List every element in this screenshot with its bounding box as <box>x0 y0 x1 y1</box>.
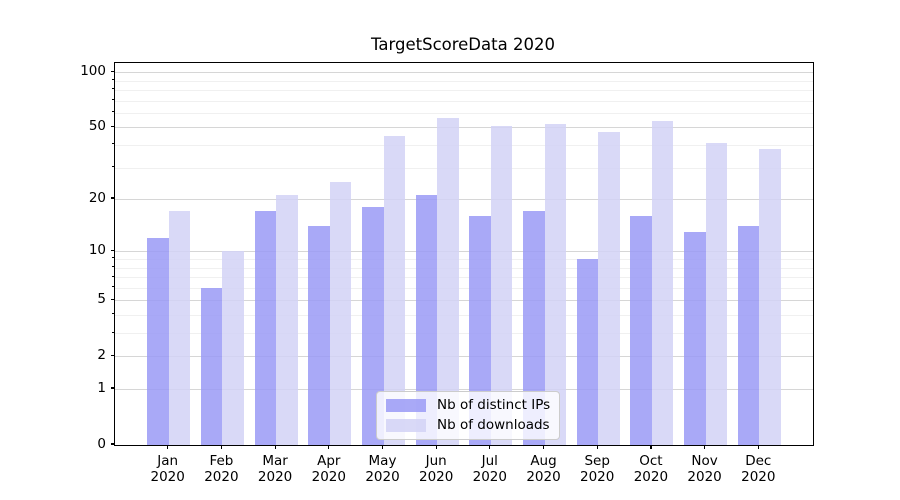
legend: Nb of distinct IPs Nb of downloads <box>376 391 561 440</box>
xtick-label-aug: Aug 2020 <box>526 453 561 485</box>
bar-downloads-jan <box>168 211 191 445</box>
ytick-minor-mark-8 <box>112 266 114 267</box>
xtick-mark-nov <box>704 445 706 449</box>
bar-distinct-ips-dec <box>737 226 760 445</box>
xtick-mark-dec <box>757 445 759 449</box>
bar-distinct-ips-mar <box>254 211 277 445</box>
legend-label-downloads: Nb of downloads <box>437 417 550 433</box>
xtick-label-jan: Jan 2020 <box>150 453 185 485</box>
bar-downloads-may <box>383 135 405 445</box>
ytick-minor-mark-40 <box>112 143 114 145</box>
chart-title: TargetScoreData 2020 <box>371 35 555 54</box>
xtick-label-jun: Jun 2020 <box>419 453 454 485</box>
bar-distinct-ips-may <box>362 207 384 445</box>
xtick-mark-apr <box>328 445 330 449</box>
legend-swatch-distinct-ips <box>386 399 426 412</box>
ytick-label-5: 5 <box>97 290 106 307</box>
ytick-minor-mark-6 <box>112 286 114 288</box>
ytick-minor-mark-90 <box>112 79 114 80</box>
ytick-mark-5 <box>110 298 114 300</box>
ytick-mark-50 <box>110 125 114 127</box>
xtick-label-nov: Nov 2020 <box>687 453 722 485</box>
ytick-mark-2 <box>110 354 114 356</box>
ytick-mark-20 <box>110 197 114 199</box>
bar-downloads-sep <box>598 132 620 445</box>
bar-downloads-feb <box>222 251 244 445</box>
bar-distinct-ips-jun <box>415 195 438 445</box>
legend-swatch-downloads <box>386 419 426 432</box>
gridline-80 <box>115 89 813 91</box>
bar-downloads-aug <box>544 124 566 445</box>
ytick-minor-mark-30 <box>112 166 114 167</box>
ytick-minor-mark-7 <box>112 275 114 277</box>
xtick-mark-jan <box>167 445 169 449</box>
bar-distinct-ips-aug <box>523 211 545 445</box>
ytick-label-1: 1 <box>97 379 106 396</box>
xtick-label-feb: Feb 2020 <box>204 453 239 485</box>
gridline-70 <box>115 100 813 102</box>
bar-downloads-nov <box>705 143 728 445</box>
ytick-minor-mark-80 <box>112 88 114 90</box>
gridline-60 <box>115 112 813 114</box>
bar-distinct-ips-sep <box>576 258 599 445</box>
xtick-label-may: May 2020 <box>365 453 400 485</box>
bar-distinct-ips-feb <box>200 287 223 445</box>
xtick-mark-feb <box>220 445 223 449</box>
bar-downloads-jun <box>437 118 459 445</box>
xtick-label-sep: Sep 2020 <box>580 453 615 485</box>
legend-row-downloads: Nb of downloads <box>386 418 550 433</box>
bar-downloads-dec <box>759 149 781 445</box>
ytick-mark-1 <box>110 387 114 389</box>
ytick-minor-mark-70 <box>112 99 114 101</box>
xtick-mark-oct <box>650 445 652 449</box>
xtick-mark-jun <box>435 445 437 449</box>
ytick-label-100: 100 <box>80 62 106 79</box>
xtick-mark-jul <box>489 445 491 449</box>
bar-distinct-ips-apr <box>308 226 330 445</box>
plot-area: Nb of distinct IPs Nb of downloads <box>114 62 814 446</box>
ytick-minor-mark-3 <box>112 331 114 333</box>
xtick-mark-sep <box>596 445 598 449</box>
ytick-mark-100 <box>110 70 114 72</box>
xtick-label-oct: Oct 2020 <box>633 453 669 485</box>
bar-distinct-ips-oct <box>630 216 652 445</box>
gridline-90 <box>115 80 813 82</box>
xtick-mark-aug <box>542 445 545 449</box>
ytick-mark-10 <box>110 249 114 251</box>
ytick-minor-mark-4 <box>112 313 114 315</box>
xtick-label-apr: Apr 2020 <box>311 453 346 485</box>
bar-downloads-jul <box>490 125 513 445</box>
legend-row-distinct-ips: Nb of distinct IPs <box>386 398 550 413</box>
ytick-minor-mark-60 <box>112 111 114 113</box>
xtick-label-dec: Dec 2020 <box>741 453 776 485</box>
ytick-mark-0 <box>110 443 114 445</box>
ytick-label-50: 50 <box>88 117 106 134</box>
xtick-mark-mar <box>274 445 276 449</box>
xtick-label-jul: Jul 2020 <box>472 453 507 485</box>
gridline-50 <box>115 127 813 129</box>
bar-downloads-oct <box>651 121 674 445</box>
bar-distinct-ips-jul <box>469 216 491 445</box>
gridline-100 <box>115 72 813 74</box>
ytick-minor-mark-9 <box>112 257 114 259</box>
bar-distinct-ips-nov <box>684 231 706 445</box>
bar-downloads-apr <box>329 181 352 445</box>
legend-label-distinct-ips: Nb of distinct IPs <box>437 397 551 413</box>
ytick-label-10: 10 <box>88 241 106 258</box>
ytick-label-2: 2 <box>97 346 106 363</box>
xtick-label-mar: Mar 2020 <box>257 453 293 485</box>
ytick-label-0: 0 <box>97 435 106 452</box>
xtick-mark-may <box>381 445 384 449</box>
ytick-label-20: 20 <box>88 189 106 206</box>
bar-distinct-ips-jan <box>147 237 169 445</box>
bar-downloads-mar <box>276 195 298 445</box>
